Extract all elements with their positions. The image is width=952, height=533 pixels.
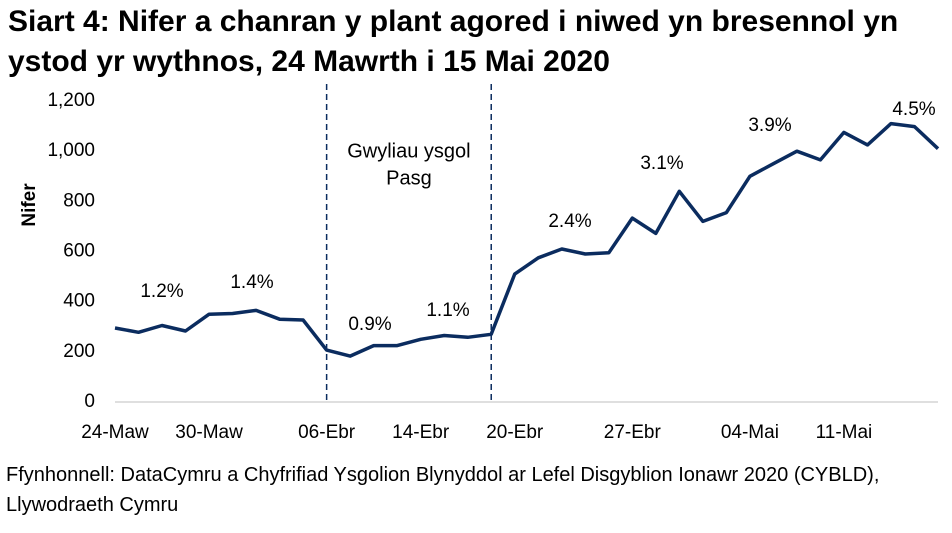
annotation: 3.1% [640, 153, 683, 174]
x-tick-label: 20-Ebr [486, 422, 544, 443]
annotation: 0.9% [348, 314, 391, 335]
period-label: Gwyliau ysgol [347, 140, 470, 162]
y-tick-label: 0 [84, 391, 95, 412]
x-tick-label: 11-Mai [816, 422, 873, 443]
y-tick-label: 800 [63, 190, 95, 211]
period-label: Pasg [386, 167, 432, 189]
x-tick-label: 24-Maw [81, 422, 149, 443]
chart: Nifer 0 200 400 600 800 1,000 1,200 24-Maw 30-Ma… [19, 84, 940, 443]
annotation: 2.4% [548, 211, 591, 232]
y-tick-label: 1,200 [47, 90, 95, 111]
y-tick-label: 200 [63, 341, 95, 362]
chart-title: Siart 4: Nifer a chanran y plant agored … [8, 5, 899, 78]
data-line [114, 121, 940, 358]
annotation: 1.2% [140, 281, 183, 302]
annotation: 1.4% [230, 272, 273, 293]
annotation: 4.5% [892, 99, 935, 120]
annotation: 3.9% [748, 115, 791, 136]
y-tick-label: 1,000 [47, 140, 95, 161]
y-axis-label: Nifer [19, 183, 40, 227]
x-tick-label: 27-Ebr [604, 422, 662, 443]
x-tick-label: 30-Maw [175, 422, 243, 443]
y-tick-label: 600 [63, 241, 95, 262]
x-tick-label: 04-Mai [721, 422, 779, 443]
y-tick-label: 400 [63, 291, 95, 312]
x-tick-label: 14-Ebr [392, 422, 450, 443]
source-note: Ffynhonnell: DataCymru a Chyfrifiad Ysgo… [6, 464, 880, 516]
annotation: 1.1% [426, 300, 469, 321]
x-tick-label: 06-Ebr [298, 422, 356, 443]
